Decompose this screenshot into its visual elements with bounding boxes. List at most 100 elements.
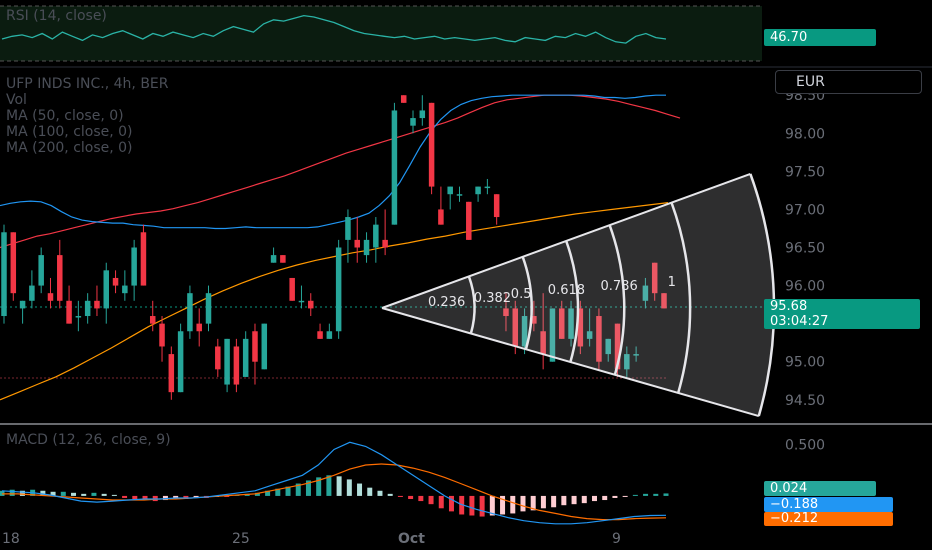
fib-speed-fan[interactable]: 0.236 0.382 0.5 0.618 0.786 1 — [381, 172, 776, 418]
candle — [540, 293, 546, 370]
candle — [475, 186, 481, 202]
candle — [596, 308, 602, 370]
candle-body — [84, 300, 91, 317]
rsi-legend: RSI (14, close) — [6, 8, 107, 24]
macd-signal-value: −0.212 — [770, 511, 819, 526]
candle — [577, 300, 584, 355]
fib-upper-ray — [381, 172, 751, 309]
macd-hist-bar — [408, 495, 414, 500]
candle — [345, 209, 351, 263]
candle — [242, 331, 249, 377]
candle-body — [456, 194, 463, 196]
candle-body — [38, 255, 44, 286]
macd-hist-value: 0.024 — [770, 481, 808, 496]
macd-hist-bar — [60, 491, 66, 496]
candle — [131, 239, 137, 301]
fib-arc — [521, 256, 533, 350]
macd-line — [1, 441, 667, 525]
candle-body — [605, 338, 611, 355]
candle-body — [112, 277, 119, 286]
macd-hist-bar — [316, 477, 322, 496]
price-axis[interactable]: 98.5098.0097.5097.0096.5096.0095.5095.00… — [785, 88, 825, 453]
macd-hist-bar — [530, 495, 536, 511]
candle — [391, 102, 398, 225]
candle — [661, 293, 667, 309]
rsi-value-tag: 46.70 — [764, 29, 876, 46]
candle — [75, 300, 82, 332]
candle — [298, 285, 305, 309]
macd-hist-bar — [305, 480, 311, 496]
candle — [103, 262, 110, 324]
candle-body — [280, 255, 286, 263]
candle — [447, 186, 453, 210]
macd-tick-label: 0.500 — [785, 437, 825, 453]
candle — [400, 95, 407, 103]
candle-body — [187, 293, 193, 332]
macd-hist-bar — [91, 492, 97, 496]
candle — [466, 201, 472, 240]
candle-body — [335, 247, 342, 332]
candle — [428, 102, 435, 195]
macd-hist-bar — [612, 495, 618, 498]
candle — [149, 300, 156, 332]
macd-hist-bar — [9, 489, 15, 496]
macd-histogram — [0, 475, 669, 517]
candle-body — [140, 232, 147, 286]
candle-body — [466, 201, 472, 240]
candle-body — [252, 331, 258, 362]
candle — [651, 262, 658, 301]
price-tag-value: 95.68 — [770, 299, 808, 314]
candle-body — [29, 285, 35, 301]
macd-hist-tag: 0.024 — [764, 481, 876, 496]
candle — [224, 338, 230, 393]
ma200-line — [0, 202, 669, 401]
macd-value-tag: −0.188 — [764, 497, 893, 512]
candle-body — [475, 186, 481, 195]
candle — [289, 277, 295, 301]
candle — [484, 178, 491, 195]
macd-hist-bar — [265, 490, 271, 496]
candle-body — [261, 323, 268, 370]
currency-button[interactable]: EUR — [775, 70, 922, 94]
fib-level-label: 0.786 — [601, 279, 638, 294]
candle-body — [428, 102, 435, 187]
rsi-pane: RSI (14, close) — [0, 5, 762, 62]
macd-hist-bar — [40, 490, 46, 496]
candle-body — [354, 239, 360, 248]
price-tag: 95.68 03:04:27 — [764, 299, 920, 329]
macd-hist-bar — [326, 475, 332, 496]
macd-hist-bar — [50, 491, 56, 496]
candle — [326, 323, 333, 339]
macd-hist-bar — [643, 493, 649, 496]
macd-hist-bar — [193, 495, 199, 498]
fib-level-label: 0.382 — [474, 291, 511, 306]
candle-body — [345, 217, 351, 240]
candle-body — [661, 293, 667, 309]
fib-arc — [467, 275, 476, 334]
candle — [38, 247, 44, 294]
macd-hist-bar — [622, 495, 628, 497]
candle — [252, 323, 258, 385]
macd-hist-bar — [336, 476, 342, 496]
candle — [558, 300, 565, 339]
candle-body — [122, 285, 128, 294]
fib-level-label: 0.5 — [511, 287, 532, 302]
candle — [168, 346, 175, 400]
candle-body — [540, 331, 546, 355]
macd-hist-bar — [489, 495, 495, 516]
candle-body — [549, 308, 556, 362]
macd-hist-bar — [581, 495, 587, 504]
candle-body — [438, 209, 444, 225]
macd-hist-bar — [367, 487, 373, 496]
candle — [29, 270, 35, 309]
price-tick-label: 96.50 — [785, 241, 825, 257]
rsi-value: 46.70 — [770, 30, 808, 45]
candle — [521, 308, 528, 355]
candle-body — [642, 285, 649, 301]
ma50-line — [0, 94, 666, 230]
candle-body — [298, 300, 305, 303]
candle — [122, 270, 128, 301]
time-axis[interactable]: 18 25 Oct 9 — [2, 531, 621, 547]
fib-level-label: 0.236 — [428, 295, 465, 310]
